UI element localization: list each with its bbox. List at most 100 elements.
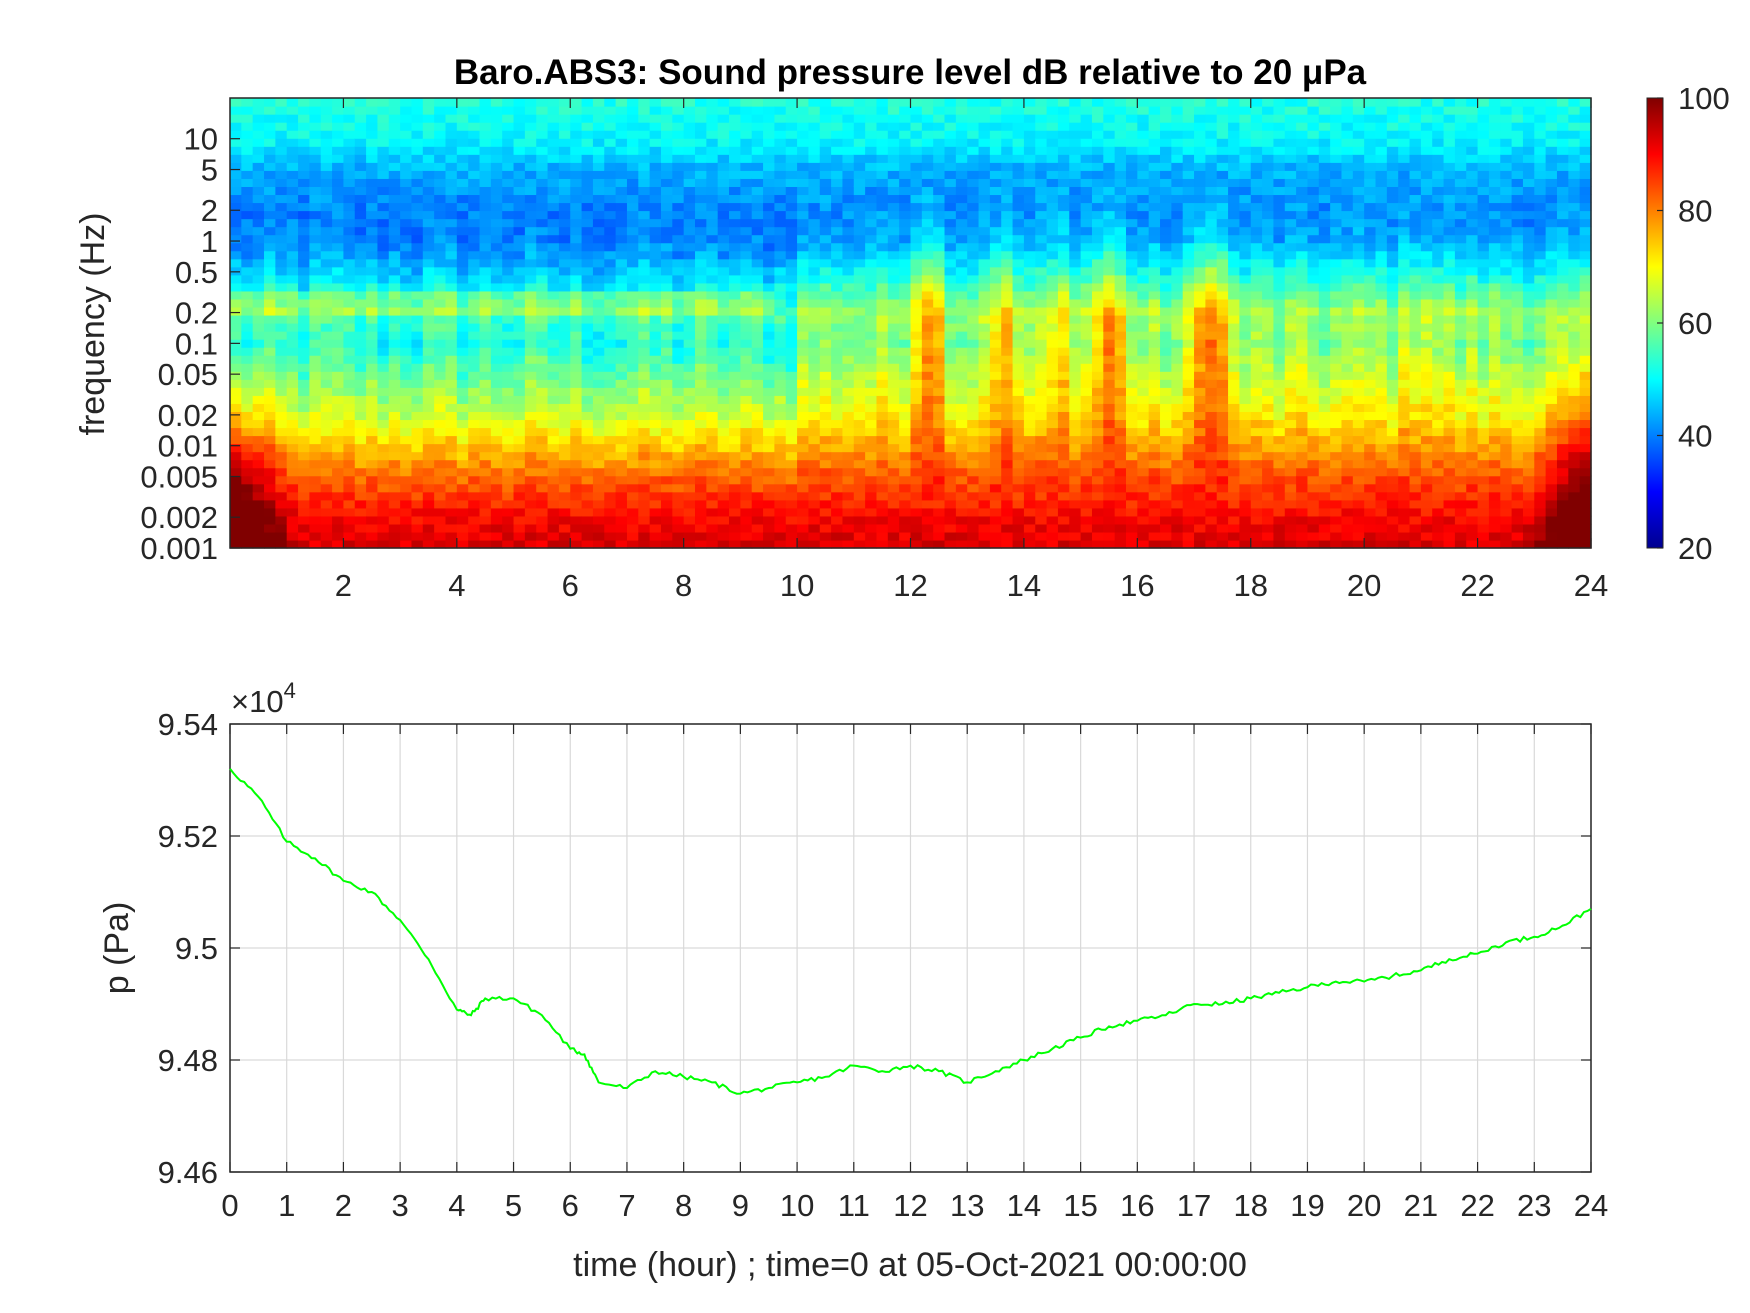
heatmap-cell (1023, 443, 1036, 453)
heatmap-cell (797, 130, 810, 139)
heatmap-cell (729, 339, 741, 348)
heatmap-cell (411, 323, 424, 332)
heatmap-cell (1205, 507, 1218, 517)
heatmap-cell (536, 242, 549, 252)
heatmap-cell (1046, 483, 1059, 493)
heatmap-cell (717, 258, 730, 268)
heatmap-cell (706, 226, 719, 236)
heatmap-cell (626, 306, 639, 316)
heatmap-cell (1023, 242, 1036, 252)
heatmap-cell (751, 106, 764, 115)
heatmap-cell (1069, 178, 1082, 187)
heatmap-cell (740, 395, 753, 404)
heatmap-cell (967, 226, 980, 236)
heatmap-cell (819, 427, 832, 437)
heatmap-cell (1023, 138, 1036, 147)
heatmap-cell (933, 154, 946, 163)
heatmap-cell (1057, 130, 1070, 139)
heatmap-cell (1023, 347, 1036, 356)
heatmap-cell (944, 218, 957, 228)
heatmap-cell (774, 130, 787, 139)
heatmap-cell (910, 403, 923, 412)
heatmap-cell (717, 186, 730, 196)
heatmap-cell (944, 515, 957, 525)
heatmap-cell (967, 162, 980, 171)
heatmap-cell (502, 427, 515, 437)
heatmap-cell (660, 483, 673, 493)
heatmap-cell (604, 339, 617, 348)
heatmap-cell (944, 266, 957, 276)
heatmap-cell (831, 106, 844, 115)
heatmap-cell (1035, 146, 1048, 155)
heatmap-cell (286, 258, 299, 268)
heatmap-cell (1035, 306, 1048, 316)
heatmap-cell (831, 98, 844, 107)
heatmap-cell (944, 523, 957, 533)
heatmap-cell (649, 258, 662, 268)
heatmap-cell (343, 202, 356, 212)
heatmap-cell (1001, 178, 1014, 187)
heatmap-cell (774, 531, 787, 541)
heatmap-cell (1216, 459, 1229, 469)
heatmap-cell (434, 355, 447, 364)
heatmap-cell (241, 290, 254, 300)
heatmap-cell (819, 459, 832, 469)
heatmap-cell (332, 98, 345, 107)
heatmap-cell (604, 218, 617, 228)
heatmap-cell (797, 226, 810, 236)
heatmap-cell (388, 138, 401, 147)
heatmap-cell (955, 387, 968, 396)
heatmap-cell (366, 459, 379, 469)
heatmap-cell (604, 347, 617, 356)
heatmap-cell (717, 218, 730, 228)
heatmap-cell (989, 323, 1002, 332)
heatmap-cell (479, 210, 492, 220)
heatmap-cell (1194, 154, 1206, 163)
heatmap-cell (377, 451, 390, 461)
heatmap-cell (740, 419, 753, 429)
heatmap-cell (763, 379, 775, 388)
heatmap-cell (831, 427, 844, 437)
heatmap-cell (1069, 387, 1082, 396)
heatmap-cell (400, 250, 413, 260)
heatmap-cell (933, 162, 946, 171)
heatmap-cell (638, 298, 651, 308)
heatmap-cell (1137, 467, 1150, 477)
heatmap-cell (332, 363, 345, 372)
heatmap-cell (1035, 467, 1048, 477)
heatmap-cell (524, 138, 537, 147)
heatmap-cell (332, 451, 345, 461)
heatmap-cell (944, 130, 957, 139)
heatmap-cell (502, 234, 515, 244)
heatmap-cell (774, 355, 787, 364)
heatmap-cell (1228, 250, 1241, 260)
heatmap-cell (876, 339, 889, 348)
heatmap-cell (230, 242, 242, 252)
heatmap-cell (1080, 146, 1093, 155)
heatmap-cell (388, 483, 401, 493)
heatmap-cell (456, 451, 469, 461)
heatmap-cell (502, 515, 515, 525)
heatmap-cell (581, 106, 594, 115)
heatmap-cell (638, 162, 651, 171)
heatmap-cell (320, 162, 333, 171)
heatmap-cell (343, 507, 356, 517)
heatmap-cell (1035, 355, 1048, 364)
heatmap-cell (740, 435, 753, 445)
heatmap-cell (910, 339, 923, 348)
heatmap-cell (366, 298, 379, 308)
heatmap-cell (320, 226, 333, 236)
heatmap-cell (377, 379, 390, 388)
heatmap-cell (252, 483, 265, 493)
heatmap-cell (1103, 250, 1116, 260)
heatmap-cell (411, 491, 424, 501)
heatmap-cell (388, 178, 401, 187)
heatmap-cell (468, 419, 481, 429)
heatmap-cell (570, 531, 583, 541)
heatmap-cell (1103, 467, 1116, 477)
heatmap-cell (241, 419, 254, 429)
heatmap-cell (1148, 242, 1161, 252)
heatmap-cell (842, 202, 855, 212)
heatmap-cell (989, 122, 1002, 131)
heatmap-cell (1228, 314, 1241, 324)
